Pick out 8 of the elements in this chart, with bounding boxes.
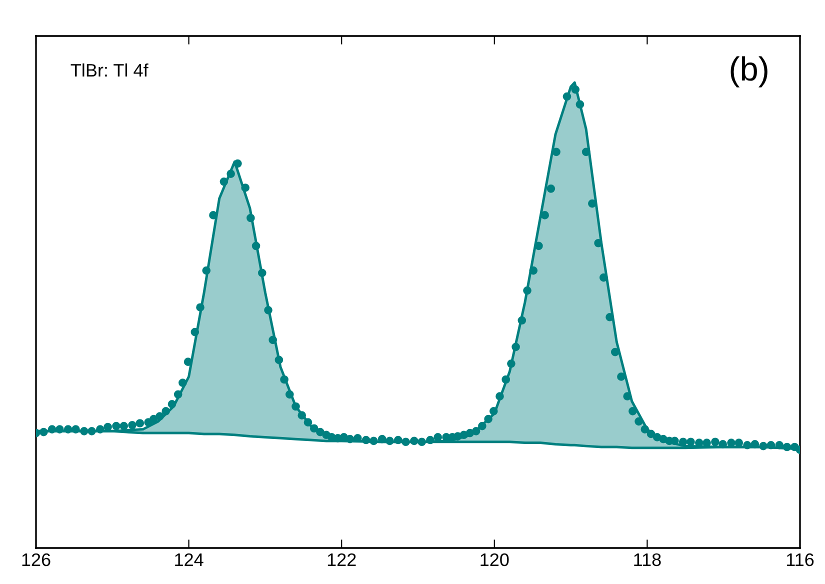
x-tick-label: 124: [175, 553, 204, 566]
x-tick-label: 122: [328, 553, 356, 566]
text: TlBr: Tl 4f: [70, 63, 148, 77]
annotation: (b): [730, 56, 768, 88]
x-tick-label: 118: [634, 553, 661, 566]
x-tick-label: 120: [480, 553, 509, 566]
x-tick-label: 116: [786, 553, 814, 566]
x-tick-label: 126: [22, 553, 50, 566]
